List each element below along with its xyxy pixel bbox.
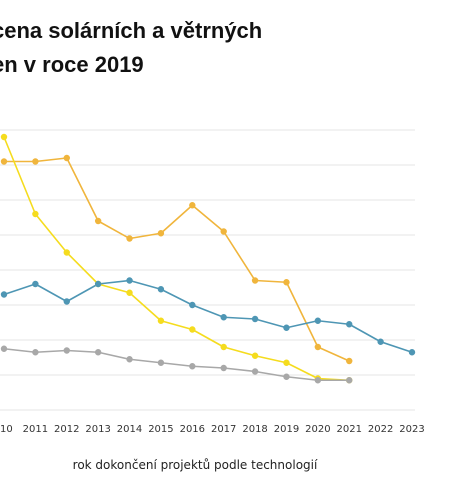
series-lines <box>3 136 413 382</box>
chart-title-line-2: en v roce 2019 <box>0 52 144 77</box>
data-point <box>63 347 70 354</box>
chart-title-line-1: cena solárních a větrných <box>0 18 263 43</box>
data-point <box>32 158 39 165</box>
x-tick-label: 2014 <box>117 424 142 435</box>
data-point <box>314 343 322 351</box>
data-point <box>0 345 8 352</box>
x-tick-label: 2022 <box>368 424 393 435</box>
data-point <box>126 277 133 284</box>
chart-title: cena solárních a větrných en v roce 2019 <box>0 14 450 82</box>
data-point <box>0 291 8 298</box>
data-point <box>189 301 196 309</box>
data-point <box>251 277 259 284</box>
x-tick-label: 2015 <box>148 424 173 435</box>
data-point <box>0 158 8 165</box>
data-point <box>63 298 70 305</box>
data-point <box>126 289 133 296</box>
x-axis-tick-labels: 10 2011 2012 2013 2014 2015 2016 2017 2018 2019 20… <box>0 424 425 435</box>
data-point <box>220 314 227 321</box>
x-tick-label: 2021 <box>337 424 362 435</box>
data-point <box>189 326 196 333</box>
data-point <box>189 363 196 370</box>
data-point <box>251 352 259 359</box>
data-point <box>157 230 165 237</box>
data-point <box>157 317 165 324</box>
data-point <box>283 279 290 286</box>
series-line-3 <box>3 279 413 354</box>
x-tick-label: 10 <box>0 424 13 435</box>
series-points <box>0 133 416 384</box>
data-point <box>314 377 322 384</box>
data-point <box>32 280 39 288</box>
series-line-4 <box>3 347 350 382</box>
data-point <box>251 368 259 375</box>
data-point <box>283 373 290 380</box>
data-point <box>189 202 196 209</box>
x-tick-label: 2020 <box>305 424 330 435</box>
series-line-1 <box>4 157 350 362</box>
data-point <box>220 343 227 351</box>
data-point <box>94 217 102 225</box>
data-point <box>377 338 384 345</box>
data-point <box>220 228 227 235</box>
data-point <box>283 359 290 366</box>
x-tick-label: 2017 <box>211 424 236 435</box>
x-axis-title: rok dokončení projektů podle technologií <box>73 458 318 472</box>
data-point <box>346 321 353 328</box>
x-tick-label: 2023 <box>399 424 424 435</box>
x-tick-label: 2013 <box>85 424 110 435</box>
x-tick-label: 2018 <box>242 424 267 435</box>
data-point <box>346 377 353 384</box>
data-point <box>157 286 165 293</box>
data-point <box>126 356 133 363</box>
data-point <box>32 349 39 356</box>
data-point <box>126 235 133 242</box>
data-point <box>32 210 39 218</box>
x-tick-label: 2011 <box>23 424 48 435</box>
data-point <box>63 249 70 256</box>
data-point <box>220 364 227 372</box>
data-point <box>283 324 290 331</box>
data-point <box>251 315 259 323</box>
data-point <box>94 280 102 288</box>
data-point <box>157 359 165 366</box>
x-tick-label: 2016 <box>180 424 205 435</box>
data-point <box>314 317 322 324</box>
data-point <box>0 133 8 141</box>
x-tick-label: 2012 <box>54 424 79 435</box>
series-line-2 <box>3 136 350 382</box>
data-point <box>408 349 416 356</box>
gridlines <box>0 129 415 411</box>
data-point <box>94 349 102 356</box>
data-point <box>346 357 353 365</box>
x-tick-label: 2019 <box>274 424 299 435</box>
data-point <box>63 154 70 162</box>
